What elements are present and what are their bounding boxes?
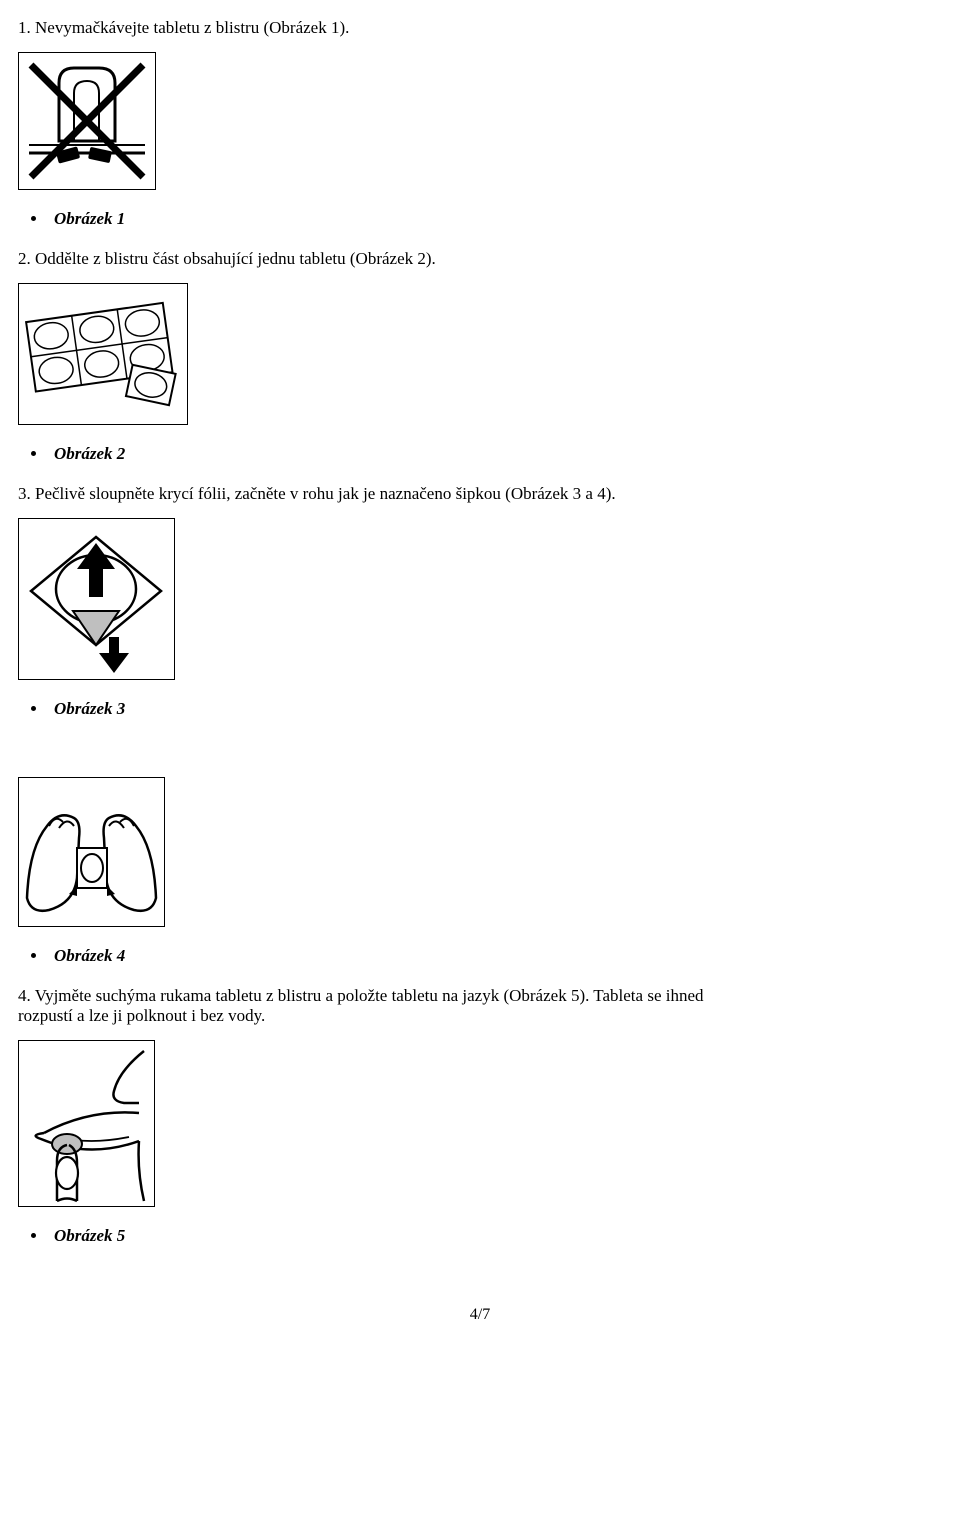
caption-4-list: Obrázek 4: [48, 946, 942, 966]
figure-3: [18, 518, 175, 680]
caption-1: Obrázek 1: [48, 209, 942, 229]
step-1-text: 1. Nevymačkávejte tabletu z blistru (Obr…: [18, 18, 942, 38]
caption-3: Obrázek 3: [48, 699, 942, 719]
figure-3-svg: [19, 519, 174, 679]
figure-1: [18, 52, 156, 190]
figure-2: [18, 283, 188, 425]
step-4-text-b: rozpustí a lze ji polknout i bez vody.: [18, 1006, 942, 1026]
caption-2: Obrázek 2: [48, 444, 942, 464]
caption-3-list: Obrázek 3: [48, 699, 942, 719]
caption-5: Obrázek 5: [48, 1226, 942, 1246]
step-3-text: 3. Pečlivě sloupněte krycí fólii, začnět…: [18, 484, 942, 504]
figure-2-svg: [19, 284, 187, 424]
page-footer: 4/7: [18, 1306, 942, 1324]
figure-5: [18, 1040, 155, 1207]
figure-4-svg: [19, 778, 164, 926]
caption-5-list: Obrázek 5: [48, 1226, 942, 1246]
spacer: [18, 739, 942, 769]
step-4-text-a: 4. Vyjměte suchýma rukama tabletu z blis…: [18, 986, 942, 1006]
caption-4: Obrázek 4: [48, 946, 942, 966]
caption-2-list: Obrázek 2: [48, 444, 942, 464]
caption-1-list: Obrázek 1: [48, 209, 942, 229]
step-2-text: 2. Oddělte z blistru část obsahující jed…: [18, 249, 942, 269]
figure-5-svg: [19, 1041, 154, 1206]
figure-1-svg: [19, 53, 155, 189]
figure-4: [18, 777, 165, 927]
